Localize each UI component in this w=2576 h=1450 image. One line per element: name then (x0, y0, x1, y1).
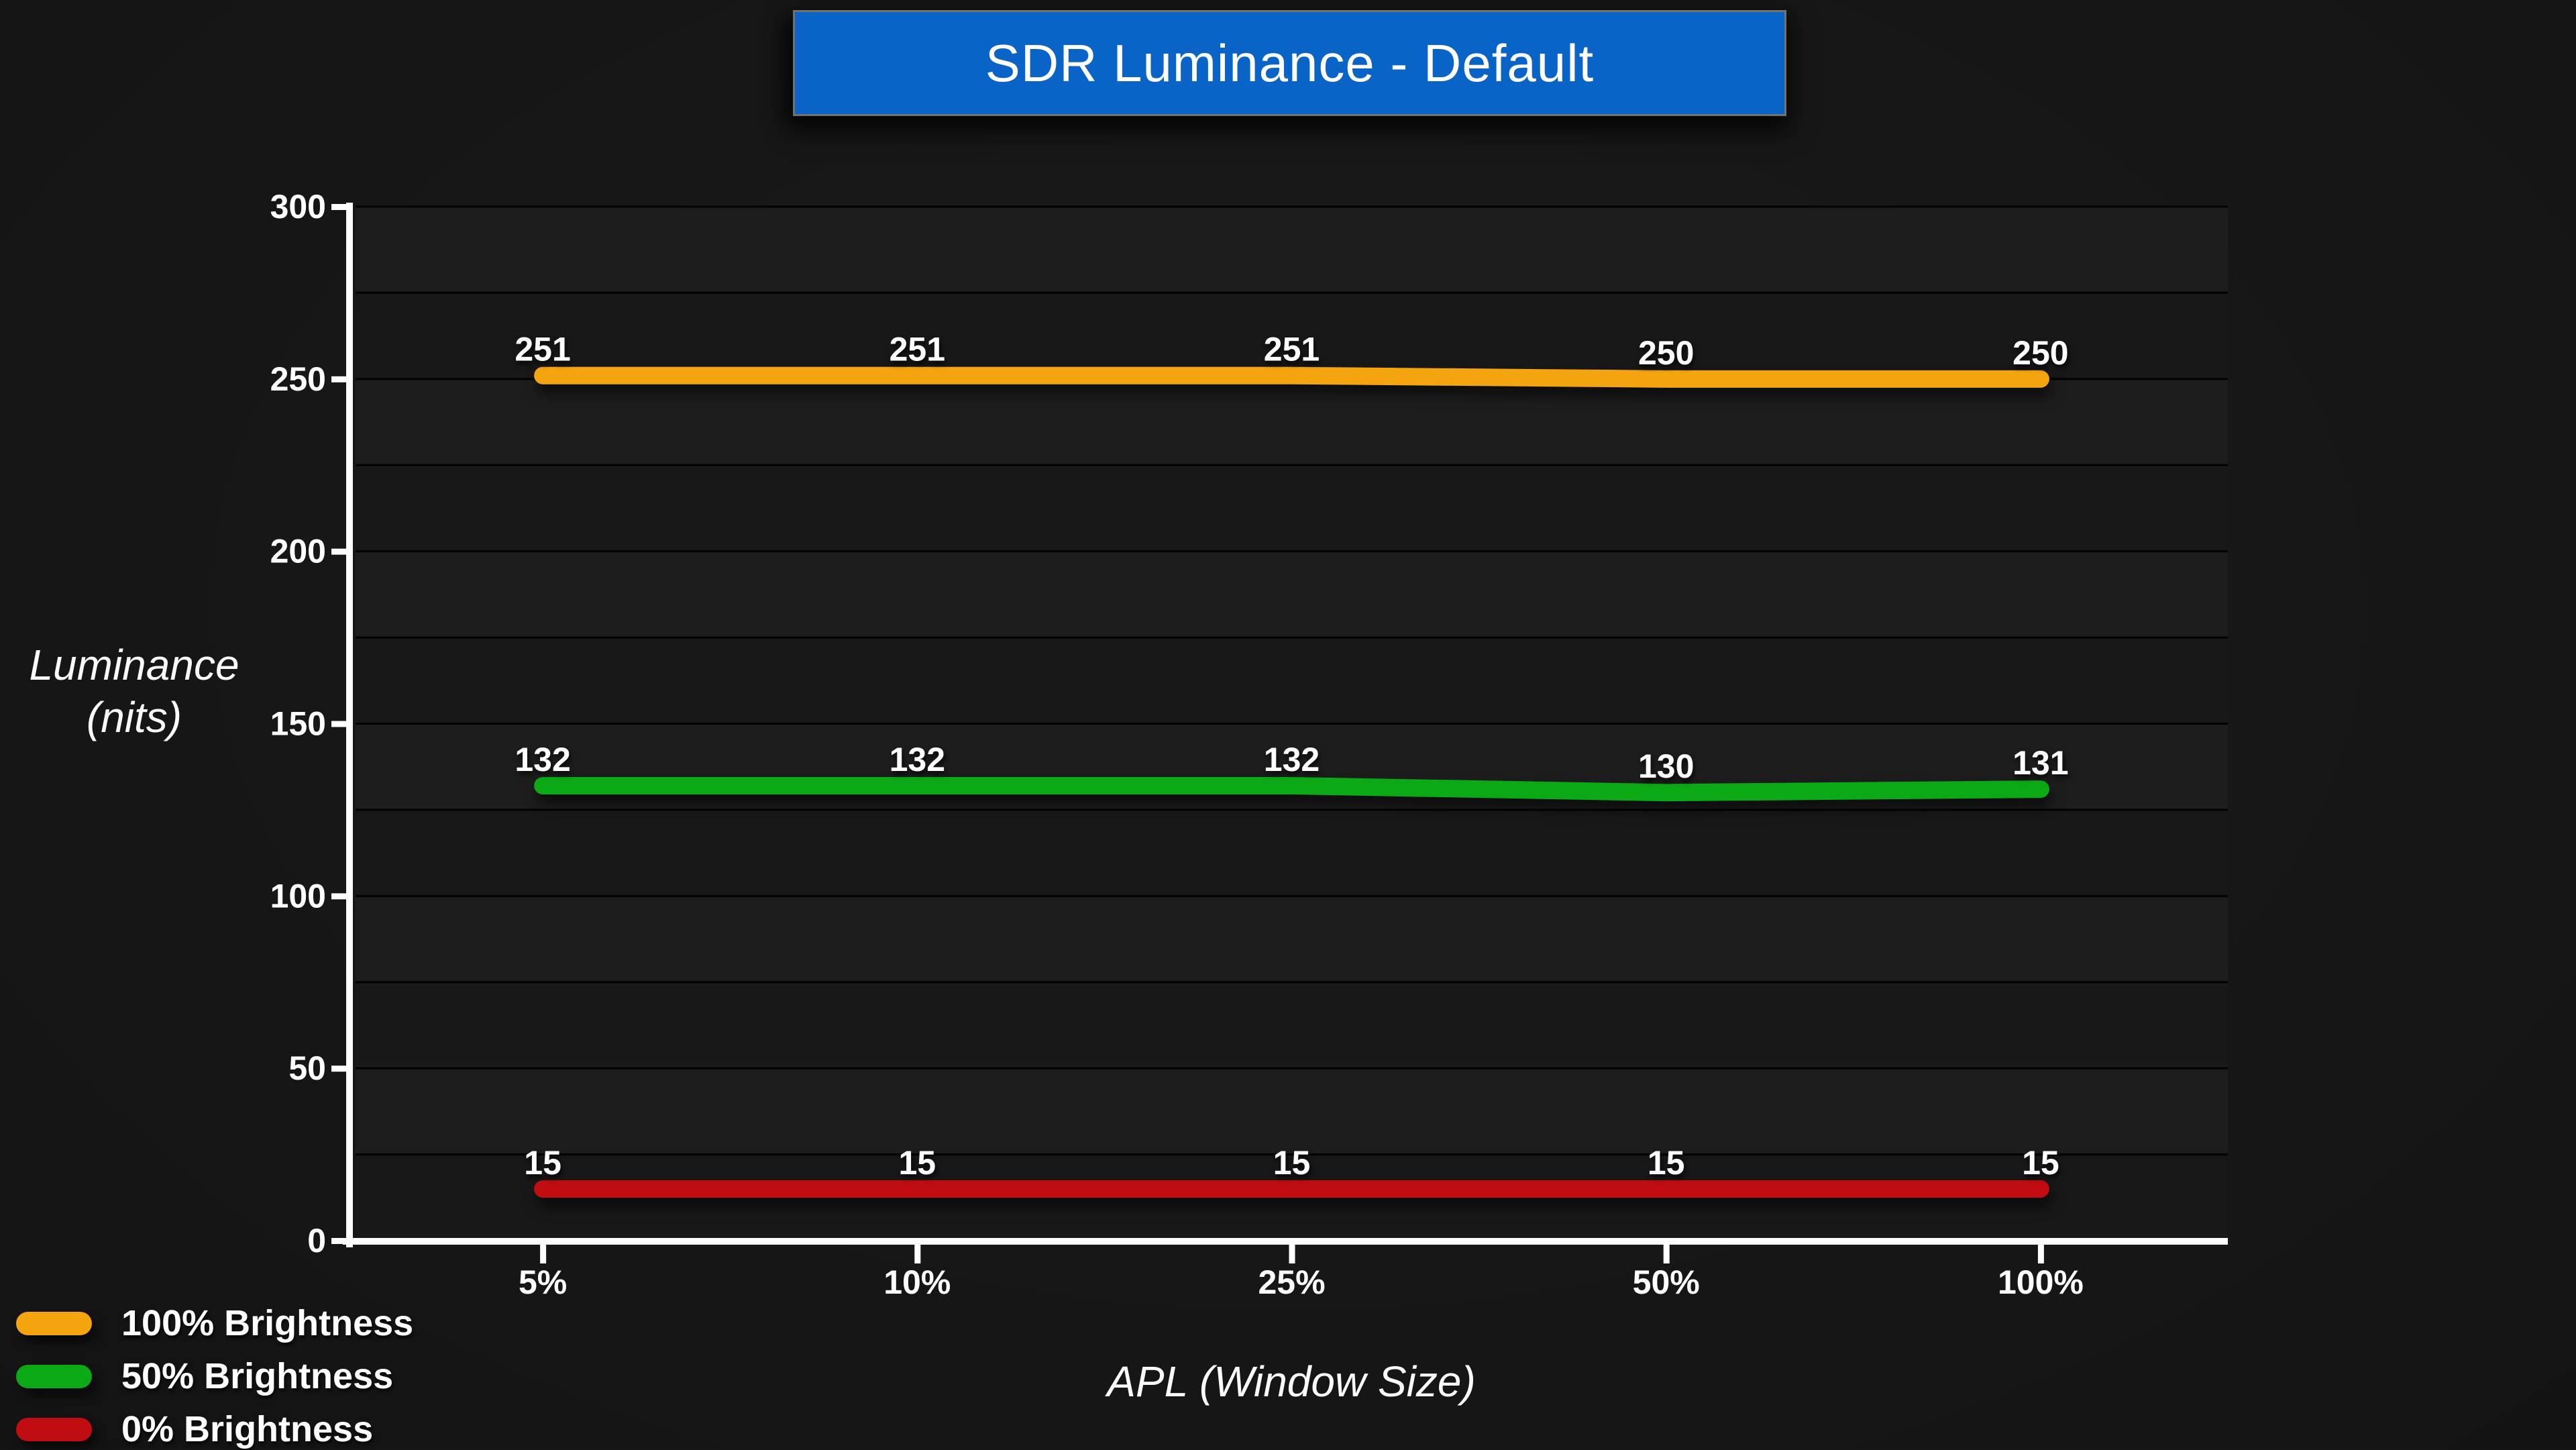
x-axis-title: APL (Window Size) (1107, 1357, 1476, 1406)
plot-band (356, 207, 2228, 293)
data-label: 15 (898, 1144, 936, 1182)
legend-swatch-icon (16, 1417, 92, 1441)
legend-swatch-icon (16, 1364, 92, 1388)
data-label: 15 (1273, 1144, 1311, 1182)
y-tick-label: 300 (270, 188, 326, 225)
data-label: 130 (1638, 747, 1694, 785)
x-tick-mark (1289, 1245, 1295, 1263)
x-tick-label: 5% (519, 1263, 567, 1301)
plot-band (356, 982, 2228, 1069)
y-tick-label: 100 (270, 877, 326, 915)
data-label: 15 (2022, 1144, 2059, 1182)
y-tick-mark (331, 204, 347, 210)
plot-band (356, 809, 2228, 896)
chart-title: SDR Luminance - Default (985, 33, 1595, 93)
legend-item: 100% Brightness (16, 1303, 413, 1343)
x-tick-label: 10% (883, 1263, 951, 1301)
data-label: 250 (2012, 334, 2068, 372)
plot-band (356, 637, 2228, 724)
data-label: 251 (1264, 331, 1320, 368)
y-tick-mark (331, 548, 347, 555)
y-axis-title: Luminance (nits) (0, 639, 268, 743)
y-axis-title-line1: Luminance (29, 641, 239, 689)
y-tick-mark (331, 1238, 347, 1244)
plot-band (356, 293, 2228, 379)
legend-item: 0% Brightness (16, 1409, 373, 1449)
x-tick-label: 25% (1258, 1263, 1325, 1301)
y-tick-label: 50 (288, 1049, 326, 1087)
y-tick-mark (331, 721, 347, 727)
data-label: 132 (890, 741, 945, 778)
y-tick-label: 250 (270, 360, 326, 398)
y-tick-mark (331, 1066, 347, 1072)
y-tick-label: 200 (270, 533, 326, 570)
x-tick-mark (540, 1245, 547, 1263)
series-line-50-brightness (534, 776, 2049, 802)
x-tick-label: 100% (1998, 1263, 2084, 1301)
legend-item: 50% Brightness (16, 1356, 393, 1396)
data-label: 250 (1638, 334, 1694, 372)
data-label: 15 (1648, 1144, 1685, 1182)
x-tick-mark (1663, 1245, 1670, 1263)
y-tick-mark (331, 893, 347, 900)
legend-label: 50% Brightness (121, 1356, 394, 1396)
data-label: 131 (2012, 744, 2068, 782)
legend-label: 0% Brightness (121, 1409, 374, 1449)
y-tick-label: 150 (270, 705, 326, 743)
x-tick-mark (914, 1245, 921, 1263)
data-label: 251 (515, 331, 570, 368)
x-tick-mark (2037, 1245, 2044, 1263)
data-label: 132 (515, 741, 570, 778)
y-tick-label: 0 (307, 1222, 326, 1259)
plot-band (356, 1068, 2228, 1155)
series-line-100-brightness (534, 366, 2049, 388)
chart-title-box: SDR Luminance - Default (793, 10, 1786, 116)
data-label: 251 (890, 331, 945, 368)
x-axis-line (343, 1238, 2228, 1245)
y-tick-mark (331, 376, 347, 382)
legend-label: 100% Brightness (121, 1303, 414, 1343)
x-tick-label: 50% (1633, 1263, 1700, 1301)
plot-band (356, 896, 2228, 982)
legend-swatch-icon (16, 1311, 92, 1335)
y-axis-line (346, 203, 353, 1247)
plot-band (356, 551, 2228, 638)
data-label: 132 (1264, 741, 1320, 778)
y-axis-title-line2: (nits) (86, 693, 182, 741)
data-label: 15 (524, 1144, 561, 1182)
plot-band (356, 465, 2228, 552)
plot-band (356, 378, 2228, 466)
